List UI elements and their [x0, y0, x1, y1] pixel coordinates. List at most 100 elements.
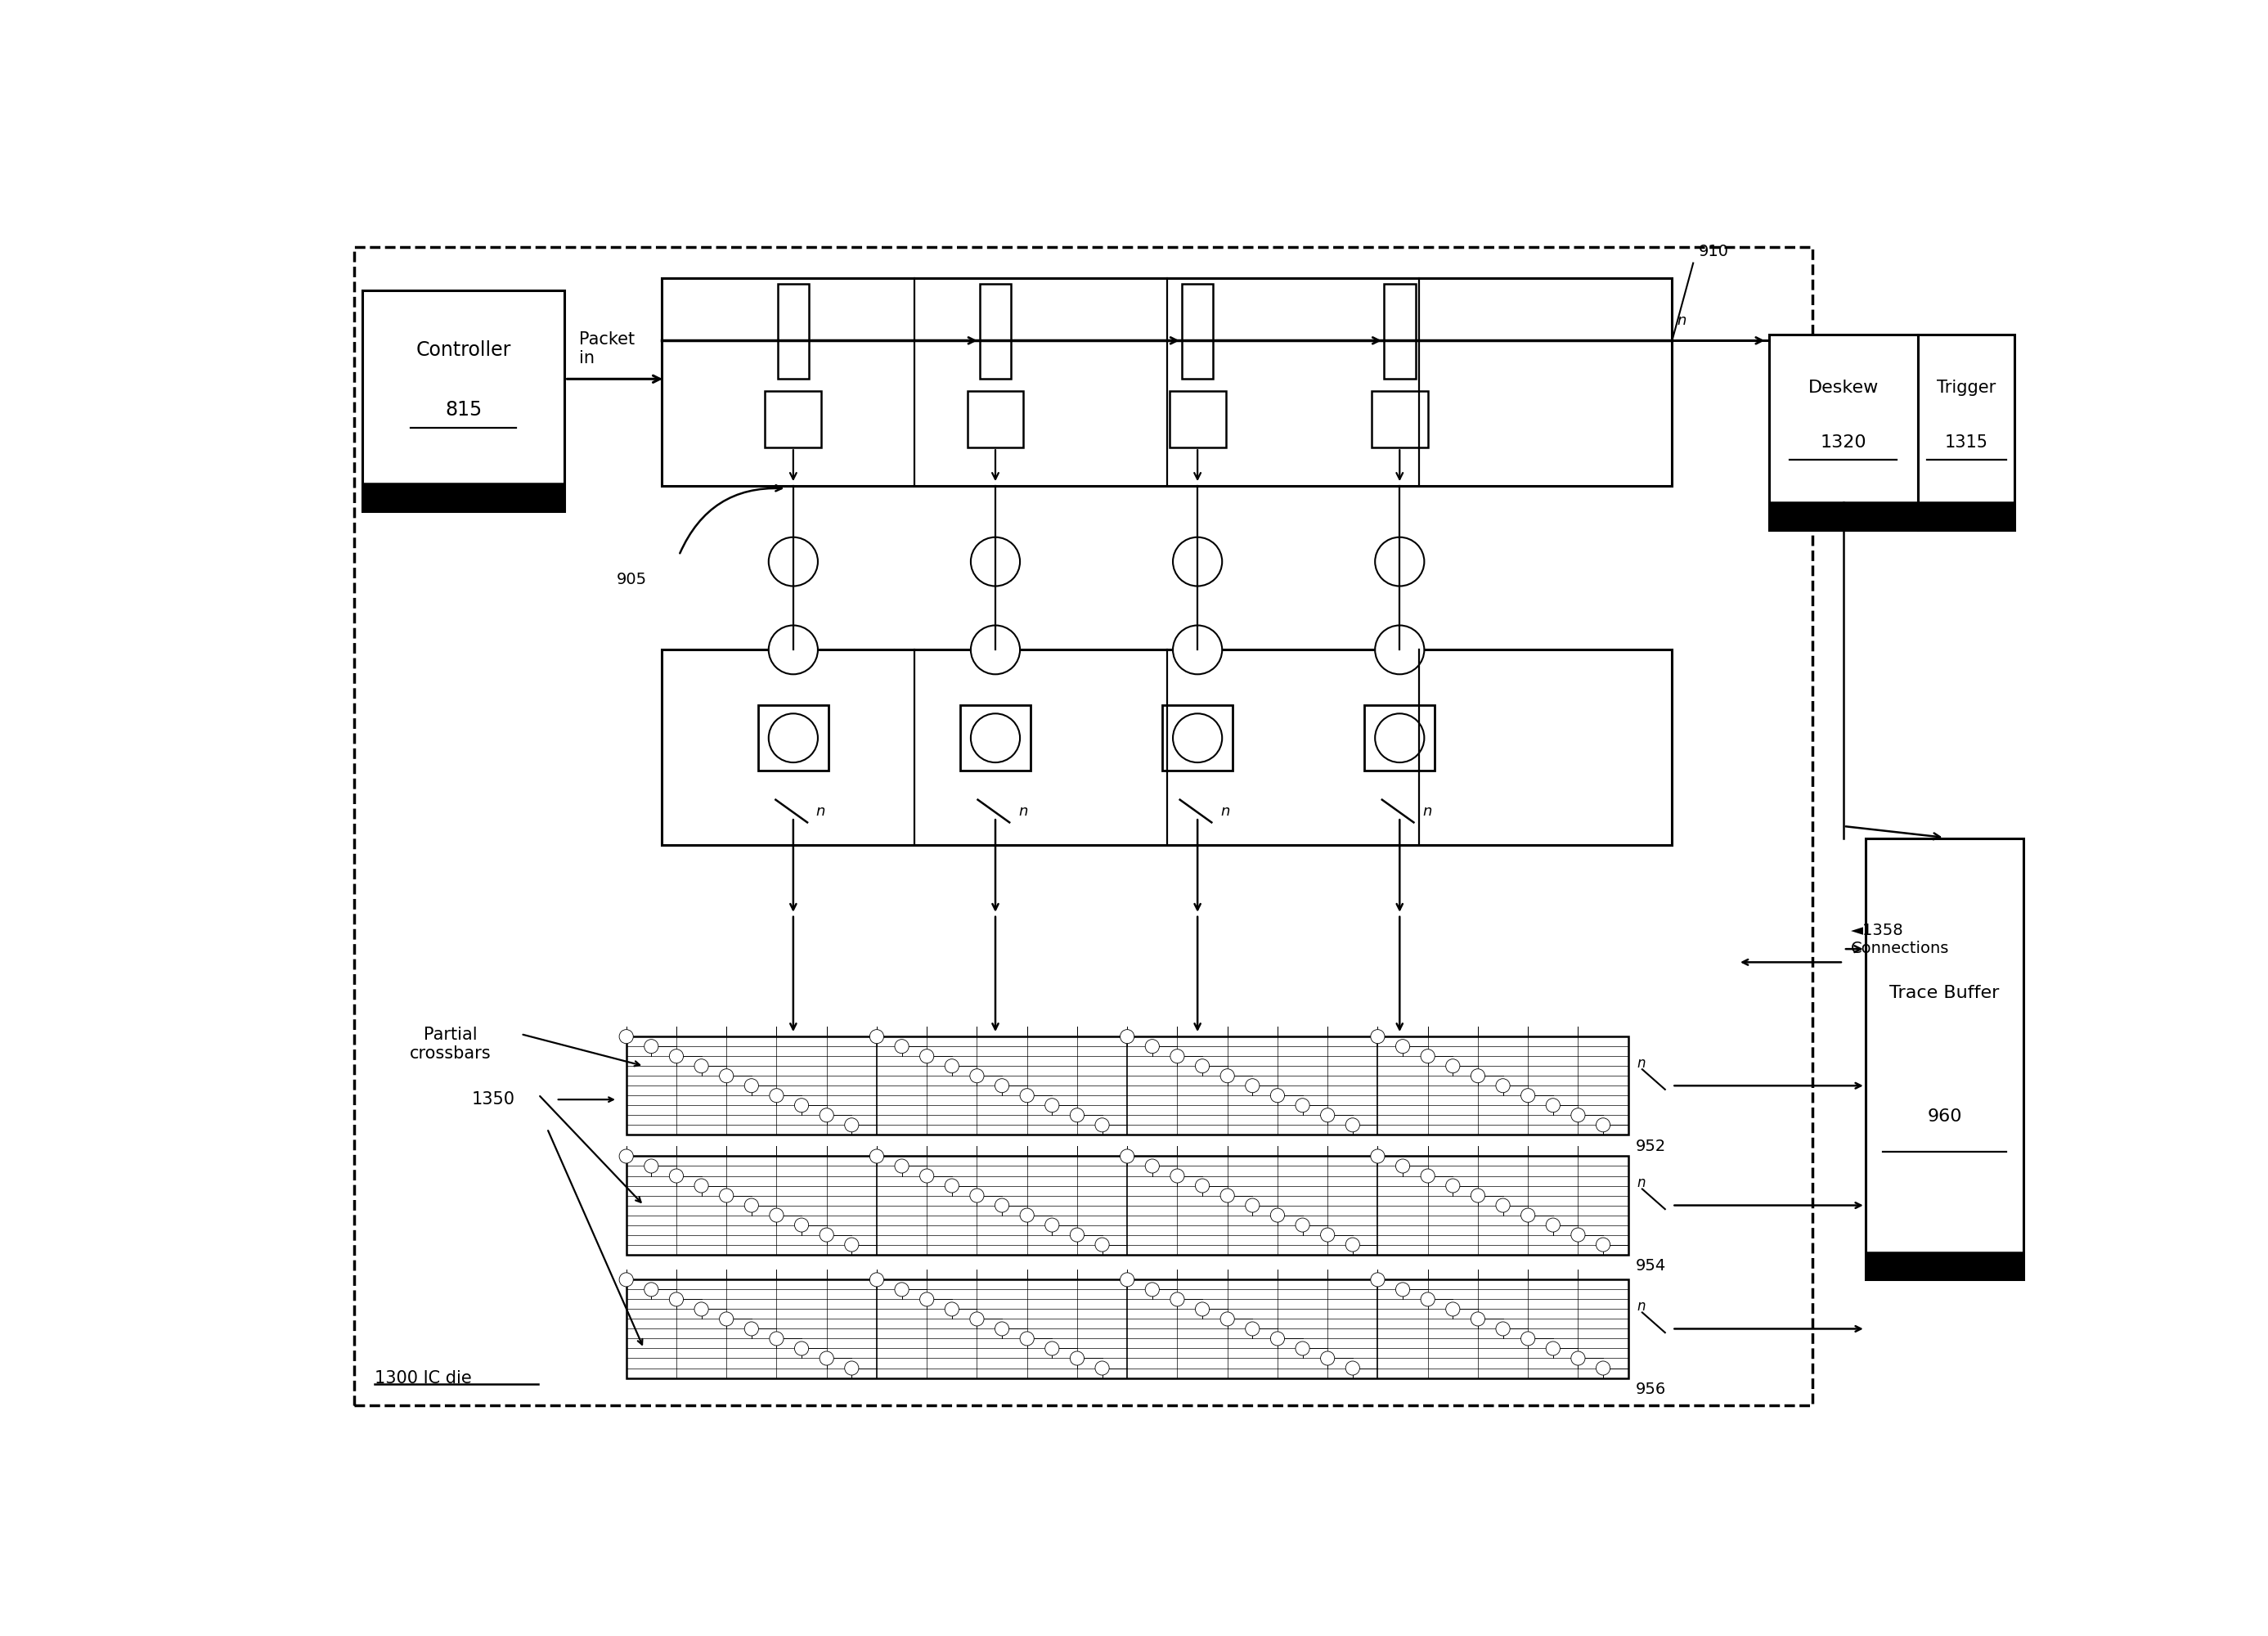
- Text: 1315: 1315: [1946, 434, 1989, 450]
- Ellipse shape: [1445, 1302, 1461, 1315]
- Ellipse shape: [971, 625, 1021, 674]
- Ellipse shape: [971, 713, 1021, 762]
- Ellipse shape: [1245, 1322, 1259, 1337]
- Ellipse shape: [669, 1168, 683, 1183]
- Bar: [662, 278, 1672, 486]
- Ellipse shape: [1472, 1188, 1486, 1202]
- Ellipse shape: [719, 1188, 733, 1202]
- Ellipse shape: [1345, 1361, 1359, 1376]
- Text: 954: 954: [1635, 1258, 1665, 1274]
- Ellipse shape: [1245, 1078, 1259, 1093]
- Ellipse shape: [644, 1283, 658, 1296]
- Ellipse shape: [844, 1238, 860, 1252]
- Text: n: n: [1637, 1299, 1647, 1314]
- Text: n: n: [1637, 1176, 1647, 1191]
- Ellipse shape: [769, 713, 819, 762]
- Text: Trace Buffer: Trace Buffer: [1889, 985, 2000, 1001]
- Ellipse shape: [1095, 1117, 1109, 1132]
- Ellipse shape: [1095, 1361, 1109, 1376]
- Bar: [1867, 839, 2023, 1279]
- Ellipse shape: [1173, 713, 1222, 762]
- Ellipse shape: [1572, 1108, 1585, 1122]
- Text: Partial
crossbars: Partial crossbars: [411, 1026, 492, 1062]
- Bar: [1163, 705, 1234, 771]
- Ellipse shape: [971, 537, 1021, 586]
- Ellipse shape: [1497, 1322, 1510, 1337]
- Ellipse shape: [921, 1049, 934, 1063]
- Bar: [354, 247, 1812, 1405]
- Text: 910: 910: [1699, 244, 1728, 258]
- Bar: [1365, 705, 1436, 771]
- Ellipse shape: [1572, 1351, 1585, 1366]
- Ellipse shape: [971, 1188, 984, 1202]
- Ellipse shape: [644, 1158, 658, 1173]
- Ellipse shape: [1220, 1068, 1234, 1083]
- Ellipse shape: [1270, 1332, 1284, 1346]
- Ellipse shape: [1021, 1088, 1034, 1103]
- Bar: [966, 391, 1023, 448]
- Ellipse shape: [896, 1283, 909, 1296]
- Ellipse shape: [869, 1029, 885, 1044]
- Ellipse shape: [1220, 1188, 1234, 1202]
- Ellipse shape: [1572, 1229, 1585, 1242]
- Ellipse shape: [1021, 1332, 1034, 1346]
- Bar: [1372, 391, 1429, 448]
- Ellipse shape: [719, 1312, 733, 1325]
- Ellipse shape: [1046, 1098, 1059, 1112]
- Text: Trigger: Trigger: [1937, 380, 1996, 396]
- Ellipse shape: [1597, 1117, 1610, 1132]
- Ellipse shape: [1295, 1219, 1309, 1232]
- Text: 1300 IC die: 1300 IC die: [374, 1371, 472, 1387]
- Ellipse shape: [794, 1219, 810, 1232]
- Bar: [959, 705, 1030, 771]
- Ellipse shape: [844, 1117, 860, 1132]
- Bar: [626, 1279, 1628, 1378]
- Ellipse shape: [1395, 1039, 1411, 1054]
- Ellipse shape: [1170, 1168, 1184, 1183]
- Ellipse shape: [1597, 1361, 1610, 1376]
- Ellipse shape: [769, 537, 819, 586]
- Ellipse shape: [1370, 1273, 1386, 1286]
- Ellipse shape: [1170, 1049, 1184, 1063]
- Ellipse shape: [1472, 1312, 1486, 1325]
- Ellipse shape: [1145, 1039, 1159, 1054]
- Text: n: n: [1637, 1055, 1647, 1070]
- Ellipse shape: [1120, 1273, 1134, 1286]
- Ellipse shape: [946, 1178, 959, 1193]
- Bar: [764, 391, 821, 448]
- Ellipse shape: [1547, 1219, 1560, 1232]
- Text: n: n: [1220, 803, 1229, 818]
- Bar: [758, 705, 828, 771]
- Ellipse shape: [819, 1108, 835, 1122]
- Ellipse shape: [644, 1039, 658, 1054]
- Ellipse shape: [669, 1292, 683, 1306]
- Bar: [1769, 335, 1919, 530]
- Ellipse shape: [1070, 1229, 1084, 1242]
- Ellipse shape: [1170, 1292, 1184, 1306]
- Ellipse shape: [719, 1068, 733, 1083]
- Ellipse shape: [1195, 1302, 1209, 1315]
- Ellipse shape: [946, 1058, 959, 1073]
- Ellipse shape: [1547, 1342, 1560, 1356]
- Ellipse shape: [694, 1058, 708, 1073]
- Ellipse shape: [1270, 1088, 1284, 1103]
- Ellipse shape: [1046, 1219, 1059, 1232]
- Bar: [1182, 285, 1213, 378]
- Ellipse shape: [1173, 625, 1222, 674]
- Ellipse shape: [1374, 625, 1424, 674]
- Bar: [1383, 285, 1415, 378]
- Ellipse shape: [1374, 713, 1424, 762]
- Ellipse shape: [619, 1029, 633, 1044]
- Ellipse shape: [1522, 1332, 1535, 1346]
- Ellipse shape: [1420, 1168, 1436, 1183]
- Bar: [662, 649, 1672, 846]
- Ellipse shape: [669, 1049, 683, 1063]
- Ellipse shape: [869, 1273, 885, 1286]
- Ellipse shape: [896, 1158, 909, 1173]
- Ellipse shape: [619, 1273, 633, 1286]
- Text: Deskew: Deskew: [1808, 380, 1878, 396]
- Ellipse shape: [1220, 1312, 1234, 1325]
- Ellipse shape: [1320, 1351, 1334, 1366]
- Text: 1320: 1320: [1821, 434, 1867, 450]
- Ellipse shape: [769, 1332, 782, 1346]
